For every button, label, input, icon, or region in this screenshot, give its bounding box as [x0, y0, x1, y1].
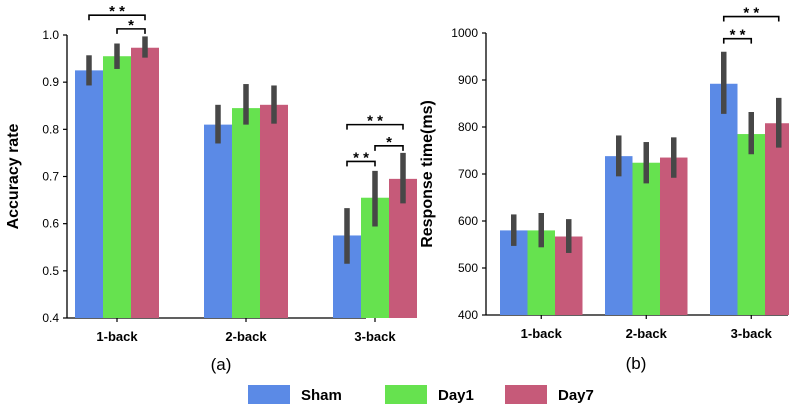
y-tick-label: 0.9 [42, 75, 59, 89]
bar-day7-2-back [660, 157, 688, 315]
significance-bracket [346, 123, 404, 130]
significance-marker: * * [730, 27, 746, 44]
significance-marker: * * [109, 3, 125, 20]
bar-day1-1-back [103, 56, 131, 318]
legend-swatch-day1 [385, 385, 427, 404]
x-tick-label: 3-back [731, 326, 773, 341]
panel-label: (b) [626, 354, 647, 373]
x-tick-label: 1-back [521, 326, 563, 341]
significance-bracket [88, 14, 146, 21]
y-tick-label: 900 [458, 73, 478, 87]
bar-sham-1-back [75, 70, 103, 318]
y-tick-label: 0.4 [42, 311, 59, 325]
y-tick-label: 400 [458, 308, 478, 322]
y-axis-title: Accuracy rate [5, 123, 22, 229]
legend: Sham Day1 Day7 [248, 385, 594, 404]
bar-day7-1-back [131, 47, 159, 319]
significance-bracket [116, 28, 146, 34]
significance-bracket [722, 37, 753, 44]
bar-day1-3-back [737, 134, 765, 315]
significance-marker: * [386, 134, 392, 151]
y-tick-label: 1000 [451, 26, 478, 40]
bar-day1-2-back [232, 108, 260, 318]
bar-sham-2-back [204, 124, 232, 318]
panel-label: (a) [211, 355, 232, 374]
bar-day7-2-back [260, 104, 288, 318]
y-tick-label: 800 [458, 120, 478, 134]
x-tick-label: 2-back [626, 326, 668, 341]
y-tick-label: 0.7 [42, 170, 59, 184]
y-tick-label: 600 [458, 214, 478, 228]
legend-label-day1: Day1 [438, 387, 474, 404]
panel-a-accuracy: 0.4 0.5 0.6 0.7 0.8 0.9 1.0 Accuracy rate 1-back… [5, 3, 417, 374]
legend-swatch-sham [248, 385, 290, 404]
bar-day7-3-back [765, 123, 789, 316]
significance-bracket [722, 15, 780, 22]
significance-marker: * * [743, 5, 759, 22]
significance-bracket [346, 160, 376, 167]
legend-label-day7: Day7 [558, 387, 594, 404]
y-tick-label: 0.6 [42, 217, 59, 231]
bar-sham-2-back [605, 156, 633, 315]
y-axis-title: Response time(ms) [419, 100, 436, 248]
significance-marker: * * [367, 113, 383, 130]
y-tick-label: 700 [458, 167, 478, 181]
x-tick-label: 3-back [354, 329, 396, 344]
significance-marker: * [128, 17, 134, 34]
significance-marker: * * [353, 149, 369, 166]
y-tick-label: 0.8 [42, 122, 59, 136]
bar-sham-3-back [710, 83, 738, 315]
panel-b-response-time: 400 500 600 700 800 900 1000 Response time(ms) 1… [419, 5, 789, 373]
x-tick-label: 2-back [225, 329, 267, 344]
bar-day1-2-back [632, 162, 660, 315]
x-tick-label: 1-back [96, 329, 138, 344]
y-tick-label: 500 [458, 261, 478, 275]
significance-bracket [374, 145, 404, 151]
legend-swatch-day7 [505, 385, 547, 404]
y-tick-label: 0.5 [42, 264, 59, 278]
y-tick-label: 1.0 [42, 28, 59, 42]
legend-label-sham: Sham [301, 387, 342, 404]
